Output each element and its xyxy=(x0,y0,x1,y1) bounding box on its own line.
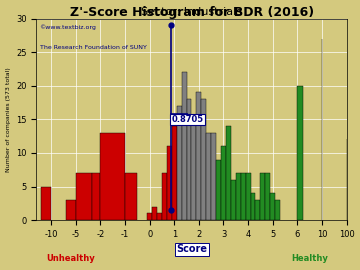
Bar xyxy=(125,173,138,220)
Bar xyxy=(221,146,226,220)
Bar xyxy=(211,133,216,220)
Text: Sector: Industrials: Sector: Industrials xyxy=(141,6,242,16)
Text: Healthy: Healthy xyxy=(291,254,328,263)
Bar xyxy=(216,160,221,220)
Text: The Research Foundation of SUNY: The Research Foundation of SUNY xyxy=(40,45,147,50)
Bar xyxy=(236,173,241,220)
Bar xyxy=(157,213,162,220)
Text: ©www.textbiz.org: ©www.textbiz.org xyxy=(40,25,96,30)
Bar xyxy=(92,173,100,220)
Bar xyxy=(66,200,76,220)
Text: 0.8705: 0.8705 xyxy=(172,115,204,124)
Bar xyxy=(76,173,92,220)
Bar xyxy=(100,133,125,220)
Bar xyxy=(241,173,246,220)
X-axis label: Score: Score xyxy=(176,244,207,254)
Bar xyxy=(251,193,256,220)
Text: Unhealthy: Unhealthy xyxy=(46,254,95,263)
Bar xyxy=(197,92,201,220)
Bar xyxy=(270,193,275,220)
Y-axis label: Number of companies (573 total): Number of companies (573 total) xyxy=(5,67,10,172)
Bar xyxy=(152,207,157,220)
Bar xyxy=(260,173,265,220)
Title: Z'-Score Histogram for BDR (2016): Z'-Score Histogram for BDR (2016) xyxy=(69,6,314,19)
Bar xyxy=(275,200,280,220)
Bar xyxy=(162,173,167,220)
Bar xyxy=(297,86,303,220)
Bar xyxy=(186,99,192,220)
Bar xyxy=(226,126,231,220)
Bar xyxy=(41,187,51,220)
Bar xyxy=(206,133,211,220)
Bar xyxy=(172,126,177,220)
Bar xyxy=(231,180,236,220)
Bar xyxy=(256,200,260,220)
Bar xyxy=(201,99,206,220)
Bar xyxy=(167,146,172,220)
Bar xyxy=(265,173,270,220)
Bar xyxy=(246,173,251,220)
Bar xyxy=(177,106,182,220)
Bar xyxy=(182,72,186,220)
Bar xyxy=(192,119,197,220)
Bar xyxy=(147,213,152,220)
